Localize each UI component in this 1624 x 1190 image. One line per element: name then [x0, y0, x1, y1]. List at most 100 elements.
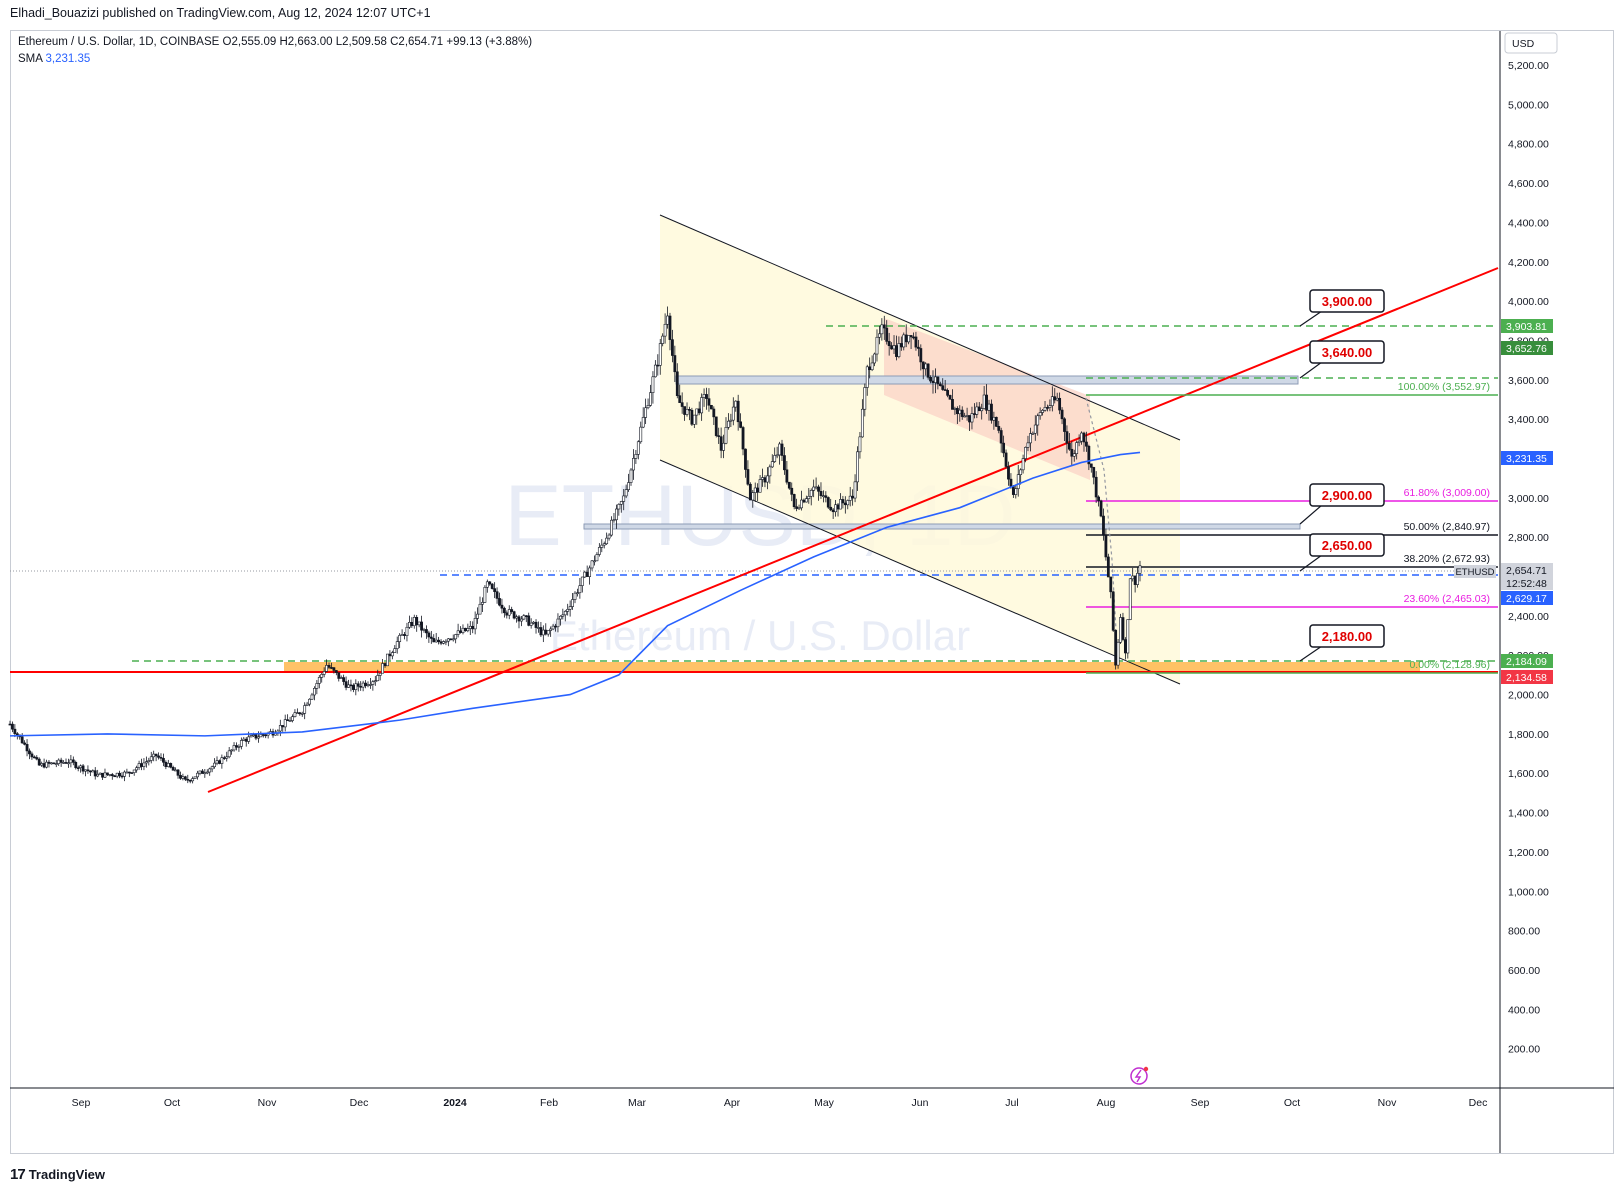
candle-body — [383, 663, 387, 667]
legend-ohlc-row: Ethereum / U.S. Dollar, 1D, COINBASE O2,… — [18, 34, 532, 51]
candle-body — [28, 750, 31, 755]
candle-body — [1131, 575, 1135, 580]
candle-body — [1060, 409, 1064, 420]
candle-body — [227, 750, 231, 758]
candle-body — [437, 639, 441, 642]
candle-body — [792, 494, 796, 508]
candle-body — [544, 629, 548, 635]
candle-body — [841, 499, 845, 504]
candle-body — [1109, 576, 1113, 593]
candle-body — [349, 684, 353, 687]
candle-body — [403, 634, 406, 636]
candle-body — [522, 615, 526, 620]
y-tick-label: 4,200.00 — [1508, 257, 1549, 269]
candle-body — [629, 469, 633, 483]
candle-body — [814, 486, 818, 489]
price-axis[interactable]: USD 200.00 400.00 600.00 800.00 1,000.00 1,200… — [1499, 31, 1558, 1153]
candle-body — [293, 712, 297, 717]
candle-body — [605, 537, 609, 545]
fib-label: 50.00% (2,840.97) — [1404, 521, 1490, 533]
price-tag-bg — [1501, 591, 1553, 605]
candle-body — [554, 625, 557, 628]
candle-body — [539, 627, 543, 636]
candle-body — [471, 625, 475, 630]
candle-body — [1104, 534, 1108, 558]
candle-body — [32, 756, 36, 759]
level-callout-pointer — [1299, 504, 1323, 525]
y-tick-label: 1,200.00 — [1508, 847, 1549, 859]
x-tick-label: Aug — [1097, 1097, 1116, 1109]
candle-body — [722, 442, 725, 451]
candle-body — [929, 377, 932, 382]
currency-button[interactable] — [1504, 32, 1558, 54]
chart-legend[interactable]: Ethereum / U.S. Dollar, 1D, COINBASE O2,… — [18, 34, 532, 68]
candle-body — [512, 611, 516, 619]
candle-body — [529, 622, 533, 626]
candle-body — [902, 334, 906, 348]
level-callout-pointer — [1299, 361, 1323, 379]
candle-body — [278, 725, 282, 732]
candle-body — [298, 712, 302, 715]
candle-body — [919, 348, 923, 363]
x-tick-label: 2024 — [443, 1097, 467, 1109]
candle-body — [181, 776, 185, 779]
y-tick-label: 2,800.00 — [1508, 532, 1549, 544]
candle-body — [300, 713, 304, 715]
candle-body — [64, 762, 68, 764]
candle-body — [422, 629, 426, 631]
candle-body — [571, 599, 574, 607]
candle-body — [322, 671, 326, 675]
candle-body — [20, 736, 24, 744]
candle-body — [610, 519, 613, 536]
candle-body — [249, 735, 253, 738]
lightning-icon[interactable] — [1130, 1067, 1148, 1085]
price-tag-label: 2,654.71 — [1506, 565, 1547, 577]
candle-body — [746, 469, 750, 485]
candle-body — [997, 426, 1001, 431]
candle-body — [15, 733, 19, 736]
tradingview-logo-icon: 17 — [10, 1166, 26, 1183]
candle-body — [892, 345, 896, 350]
candle-body — [856, 451, 859, 483]
legend-high: 2,663.00 — [287, 36, 333, 48]
tradingview-brand[interactable]: 17 TradingView — [10, 1166, 105, 1183]
candle-body — [931, 380, 935, 383]
resistance-zone-3640 — [675, 375, 1299, 385]
candle-body — [1053, 396, 1057, 401]
candle-body — [395, 641, 399, 649]
candle-body — [76, 767, 80, 769]
candle-body — [378, 672, 382, 676]
candle-body — [356, 683, 360, 687]
candle-body — [456, 630, 460, 635]
candle-body — [532, 621, 535, 624]
candle-body — [768, 466, 772, 477]
candle-body — [305, 703, 309, 706]
candle-body — [252, 734, 255, 737]
y-tick-label: 1,400.00 — [1508, 808, 1549, 820]
chart-frame — [10, 30, 1614, 1154]
x-tick-label: Oct — [164, 1097, 180, 1109]
candle-body — [899, 343, 903, 348]
time-axis[interactable]: Sep Oct Nov Dec 2024 Feb Mar Apr May Jun Jul Aug Sep… — [10, 1087, 1614, 1109]
candle-body — [527, 615, 531, 626]
candle-body — [843, 502, 847, 506]
candle-body — [13, 728, 17, 734]
candle-body — [373, 680, 377, 683]
candle-body — [1094, 476, 1098, 498]
price-tag-label: 3,652.76 — [1506, 343, 1547, 355]
candle-body — [963, 415, 967, 418]
candle-body — [1055, 397, 1059, 401]
candle-body — [1123, 639, 1127, 654]
x-tick-label: Nov — [258, 1097, 277, 1109]
candle-body — [622, 495, 626, 502]
candle-body — [541, 629, 545, 636]
legend-sma-row: SMA 3,231.35 — [18, 51, 532, 68]
candle-body — [617, 504, 621, 510]
candle-body — [661, 335, 665, 344]
candle-body — [166, 763, 170, 767]
candle-body — [780, 443, 784, 456]
x-tick-label: Nov — [1378, 1097, 1397, 1109]
candle-body — [339, 677, 343, 679]
candle-body — [717, 435, 721, 437]
